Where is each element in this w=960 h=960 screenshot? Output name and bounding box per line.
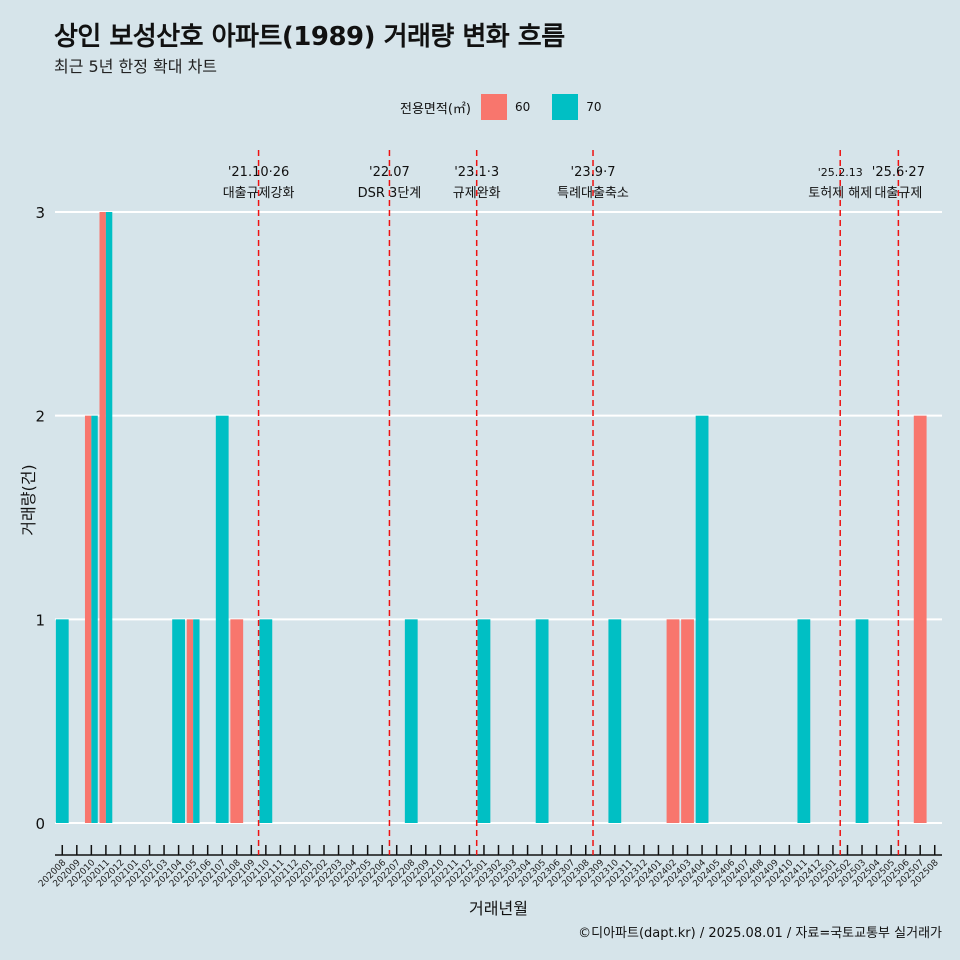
bar-70-202208 [404, 619, 418, 823]
x-axis-title: 거래년월 [469, 899, 528, 918]
event-date-label: '23.1·3 [454, 165, 499, 180]
legend-label-60: 60 [514, 100, 531, 114]
event-date-label: '25.6·27 [872, 165, 925, 180]
bar-70-202404 [695, 415, 709, 823]
bar-70-202104 [172, 619, 185, 823]
y-axis-title: 거래량(건) [19, 464, 38, 535]
bar-70-202305 [535, 619, 549, 823]
event-desc-label: 토허제 해제 [808, 186, 872, 201]
bar-70-202503 [855, 619, 869, 823]
event-date-label: '22.07 [369, 165, 410, 180]
bar-70-202105 [193, 619, 200, 823]
source-caption: ©디아파트(dapt.kr) / 2025.08.01 / 자료=국토교통부 실… [578, 926, 942, 941]
bar-70-202110 [259, 619, 273, 823]
bar-60-202507 [913, 415, 927, 823]
event-desc-label: 규제완화 [453, 186, 501, 201]
y-tick-label: 0 [35, 815, 45, 833]
chart-subtitle: 최근 5년 한정 확대 차트 [54, 57, 218, 76]
legend-label-70: 70 [586, 100, 602, 114]
event-desc-label: 특례대출축소 [557, 186, 629, 201]
legend-key-70 [552, 94, 579, 120]
event-date-label: '25.2.13 [818, 166, 863, 179]
bar-70-202011 [105, 212, 113, 823]
bar-70-202411 [797, 619, 811, 823]
y-tick-label: 2 [35, 408, 45, 426]
bar-60-202011 [99, 212, 106, 823]
bar-70-202310 [608, 619, 622, 823]
event-date-label: '23.9·7 [571, 165, 616, 180]
bar-60-202403 [681, 619, 694, 823]
event-desc-label: DSR 3단계 [358, 186, 422, 201]
bar-60-202105 [186, 619, 194, 823]
y-tick-label: 3 [35, 204, 45, 222]
bar-70-202301 [477, 619, 491, 823]
bar-60-202010 [84, 415, 92, 823]
bar-70-202010 [91, 415, 98, 823]
bar-60-202108 [230, 619, 244, 823]
chart-title: 상인 보성산호 아파트(1989) 거래량 변화 흐름 [54, 22, 565, 52]
bar-70-202107 [215, 415, 229, 823]
legend: 전용면적(㎡) 60 70 [400, 92, 624, 122]
event-desc-label: 대출규제 [874, 186, 922, 201]
bar-60-202402 [666, 619, 680, 823]
y-tick-label: 1 [35, 611, 45, 629]
legend-title: 전용면적(㎡) [400, 101, 471, 117]
event-date-label: '21.10·26 [228, 165, 289, 180]
event-desc-label: 대출규제강화 [223, 186, 295, 201]
bar-70-202008 [55, 619, 69, 823]
legend-key-60 [480, 94, 507, 120]
